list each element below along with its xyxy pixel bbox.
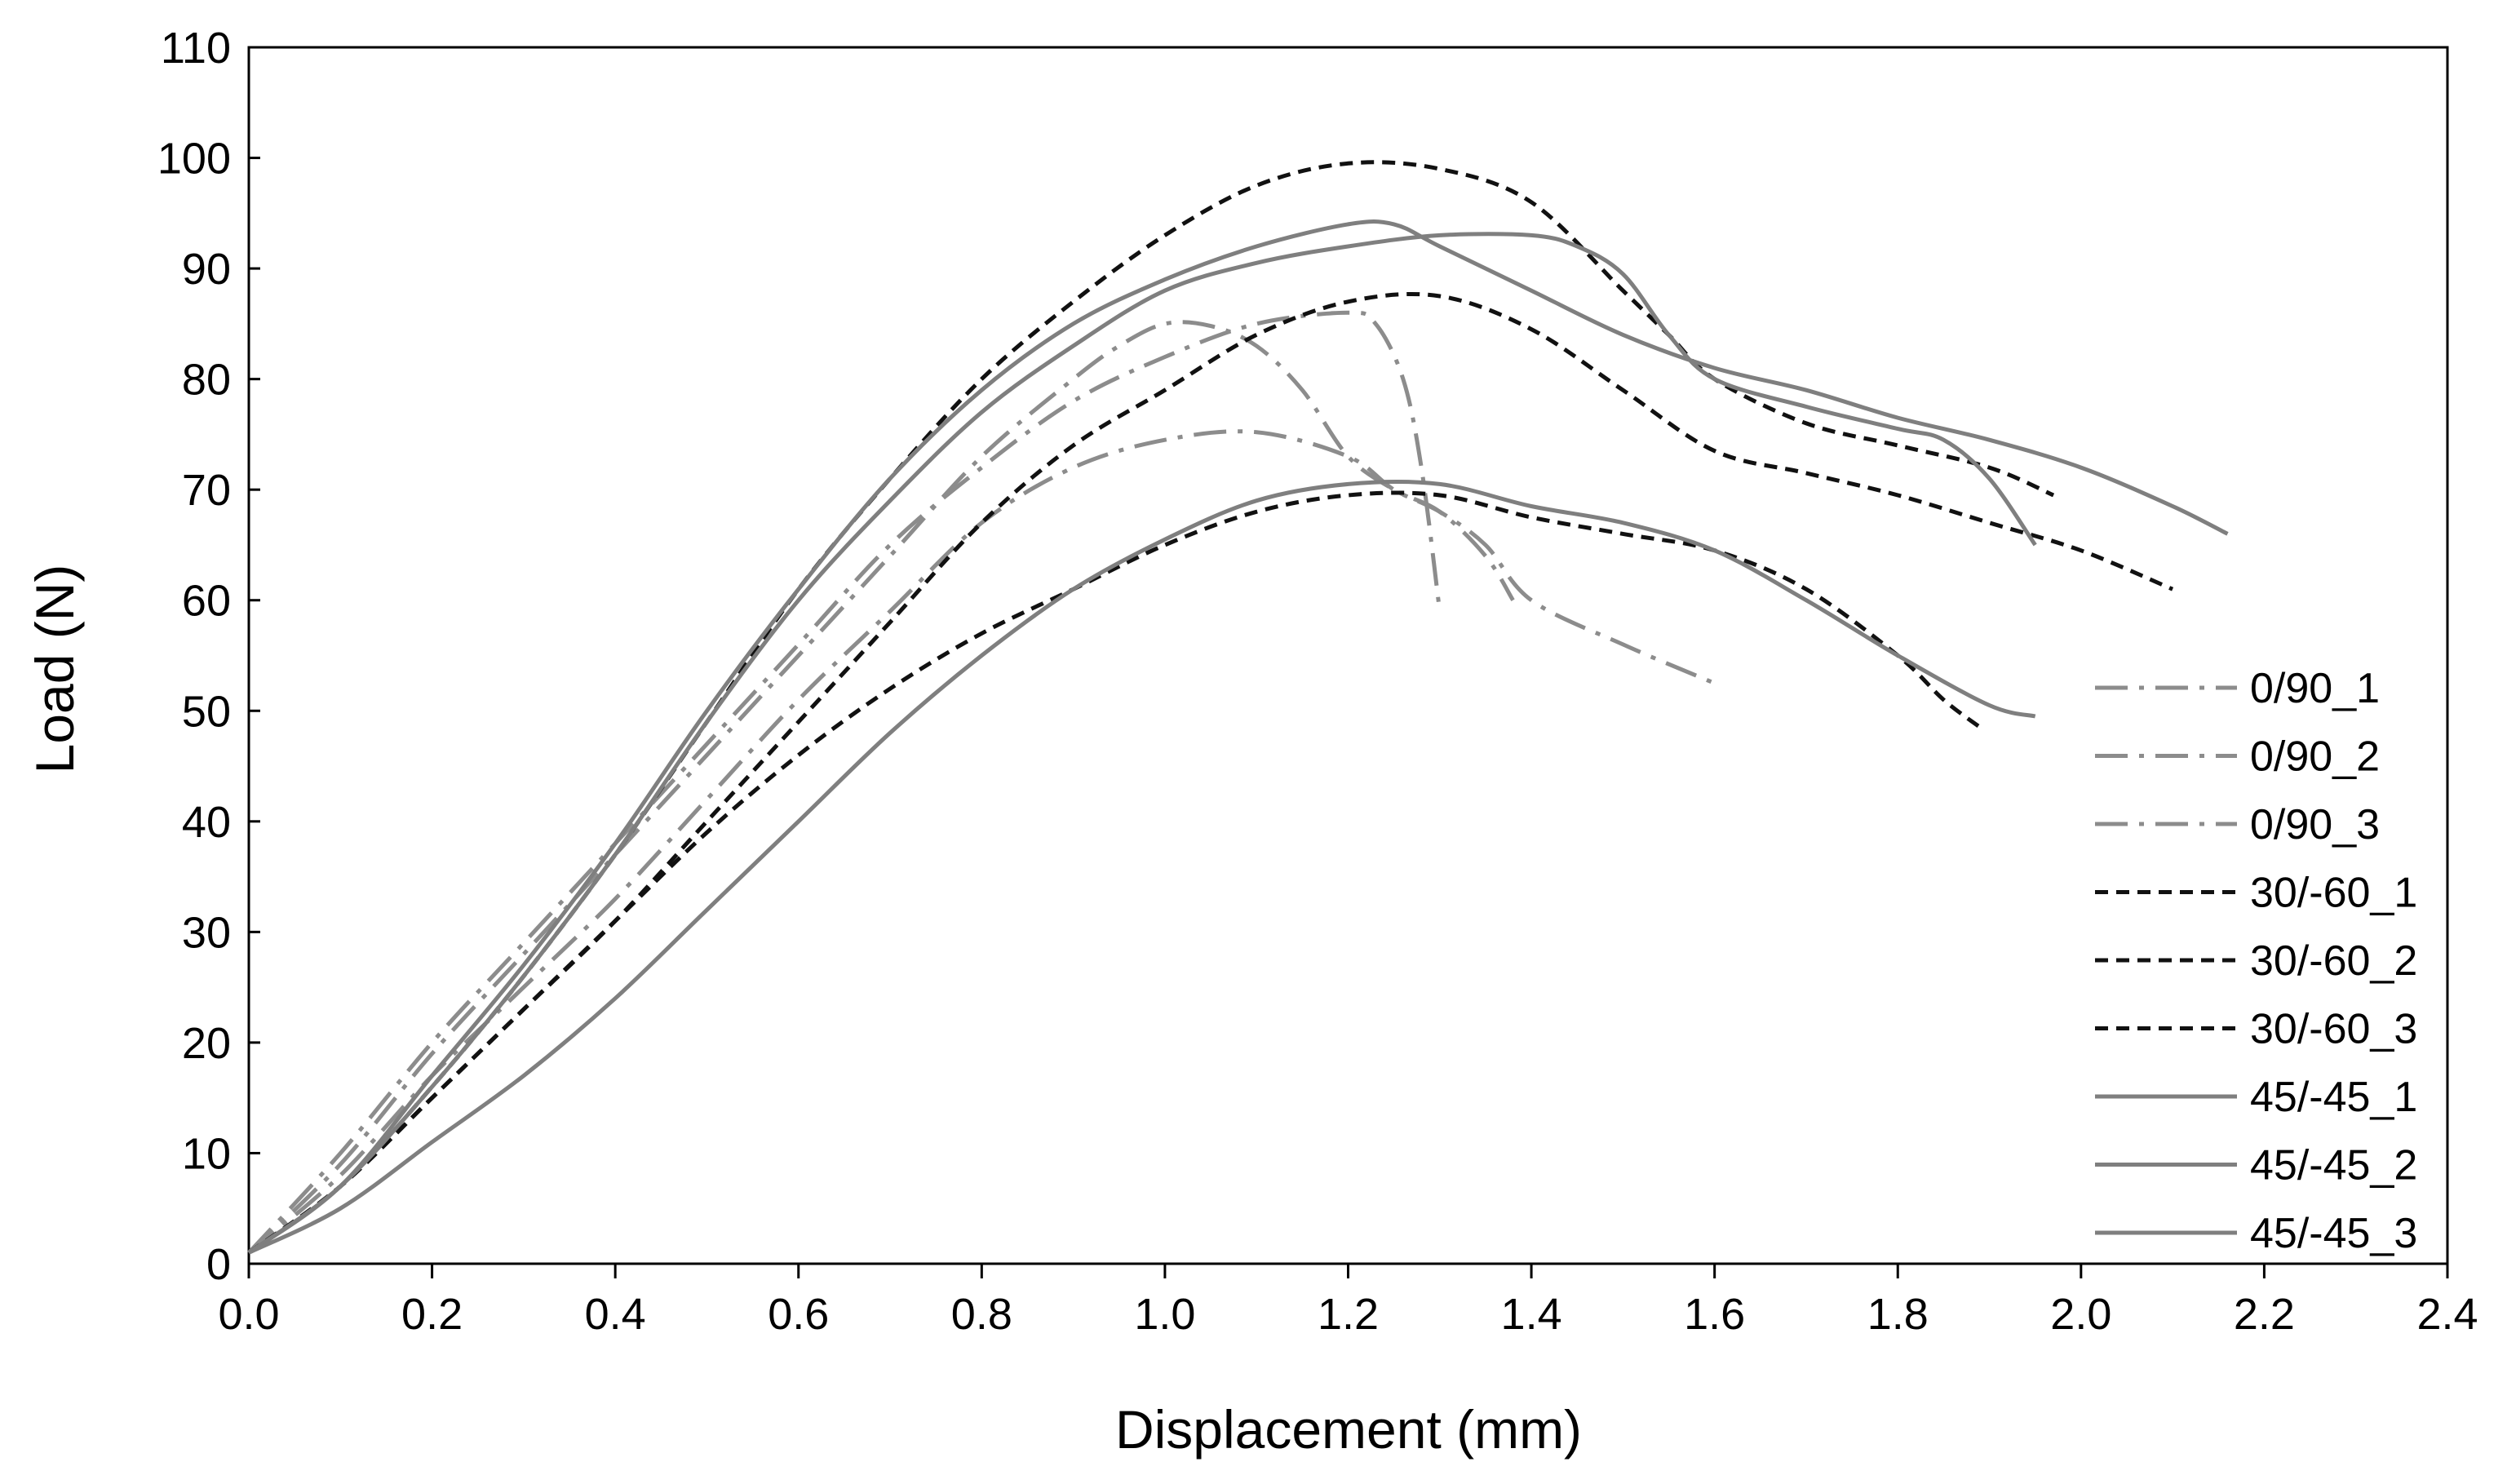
legend-label: 30/-60_2 <box>2250 937 2417 985</box>
y-tick-label: 0 <box>206 1240 231 1289</box>
x-tick-label: 1.6 <box>1684 1290 1745 1339</box>
legend-label: 45/-45_1 <box>2250 1074 2417 1121</box>
legend-label: 30/-60_1 <box>2250 870 2417 917</box>
legend-label: 0/90_1 <box>2250 665 2380 712</box>
y-axis-title: Load (N) <box>24 565 85 774</box>
x-tick-label: 0.0 <box>218 1290 279 1339</box>
legend-label: 45/-45_3 <box>2250 1210 2417 1257</box>
legend-label: 45/-45_2 <box>2250 1142 2417 1189</box>
y-tick-label: 50 <box>182 687 231 736</box>
x-tick-label: 1.4 <box>1501 1290 1562 1339</box>
y-tick-label: 20 <box>182 1019 231 1068</box>
y-tick-label: 80 <box>182 356 231 405</box>
series-group <box>247 160 2229 1255</box>
legend: 0/90_1 0/90_2 0/90_3 30/-60_1 30/-60_2 30/-60… <box>2095 665 2417 1257</box>
series-line-45-45-1 <box>247 219 2229 1255</box>
series-line-30-60-3 <box>247 490 1982 1255</box>
x-axis-title: Displacement (mm) <box>1115 1399 1582 1460</box>
y-tick-label: 110 <box>161 24 231 73</box>
series-line-45-45-2 <box>247 232 2037 1255</box>
x-tick-label: 0.6 <box>768 1290 829 1339</box>
series-line-0-90-3 <box>247 310 1442 1255</box>
series-line-0-90-1 <box>247 429 1716 1255</box>
y-tick-label: 70 <box>182 466 231 515</box>
y-tick-label: 10 <box>182 1129 231 1178</box>
y-axis: 0 10 20 30 40 50 60 70 80 90 100 110 <box>157 24 260 1289</box>
plot-frame-group <box>247 46 2449 1265</box>
x-tick-label: 0.2 <box>401 1290 463 1339</box>
x-tick-label: 1.0 <box>1134 1290 1195 1339</box>
y-tick-label: 30 <box>182 908 231 957</box>
series-line-0-90-2 <box>247 320 1515 1255</box>
x-tick-label: 2.4 <box>2416 1290 2478 1339</box>
x-tick-label: 2.2 <box>2234 1290 2295 1339</box>
series-line-30-60-1 <box>247 160 2055 1255</box>
y-tick-label: 60 <box>182 577 231 626</box>
x-tick-label: 2.0 <box>2050 1290 2111 1339</box>
y-tick-label: 90 <box>182 245 231 294</box>
x-tick-label: 0.8 <box>951 1290 1012 1339</box>
legend-label: 30/-60_3 <box>2250 1006 2417 1053</box>
series-line-45-45-3 <box>247 479 2036 1255</box>
legend-label: 0/90_3 <box>2250 801 2380 848</box>
x-axis: 0.0 0.2 0.4 0.6 0.8 1.0 1.2 1.4 1.6 1.8 2.0 2.2 2.4 <box>218 1264 2478 1339</box>
legend-label: 0/90_2 <box>2250 733 2380 781</box>
series-line-30-60-2 <box>247 291 2174 1255</box>
x-tick-label: 1.2 <box>1318 1290 1379 1339</box>
x-tick-label: 1.8 <box>1867 1290 1929 1339</box>
plot-frame <box>247 46 2449 1265</box>
y-tick-label: 100 <box>157 135 231 184</box>
x-tick-label: 0.4 <box>585 1290 646 1339</box>
y-tick-label: 40 <box>182 798 231 847</box>
